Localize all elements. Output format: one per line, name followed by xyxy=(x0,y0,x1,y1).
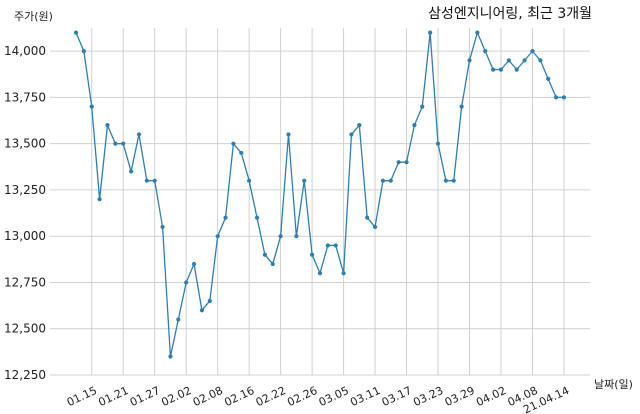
data-point xyxy=(254,215,260,220)
x-tick-label: 03.05 xyxy=(317,384,351,409)
data-point xyxy=(191,261,197,267)
data-point xyxy=(475,30,480,35)
data-point xyxy=(310,252,315,257)
data-point xyxy=(121,141,126,146)
data-point xyxy=(498,67,504,72)
data-point xyxy=(89,104,94,109)
x-tick-label: 03.29 xyxy=(443,384,477,409)
data-point xyxy=(451,178,456,183)
data-point xyxy=(467,58,472,63)
y-tick-label: 13,000 xyxy=(4,229,46,243)
data-point xyxy=(380,178,386,183)
data-point xyxy=(561,95,567,100)
data-point xyxy=(341,271,346,276)
data-point xyxy=(247,178,252,183)
data-point xyxy=(333,243,338,248)
x-tick-label: 02.26 xyxy=(285,384,319,409)
x-tick-labels: 01.1501.2101.2702.0202.0802.1602.2202.26… xyxy=(65,384,571,414)
data-point xyxy=(538,58,543,63)
data-point xyxy=(553,95,559,100)
data-point xyxy=(105,123,110,128)
data-point xyxy=(530,49,535,54)
data-point xyxy=(144,178,149,183)
data-point xyxy=(207,298,212,304)
data-point xyxy=(152,178,157,183)
x-tick-label: 01.21 xyxy=(96,384,130,409)
data-point xyxy=(388,178,393,183)
data-point xyxy=(215,234,220,239)
data-point xyxy=(372,224,378,230)
x-tick-label: 02.16 xyxy=(222,384,256,409)
y-tick-label: 13,250 xyxy=(4,183,46,197)
data-point xyxy=(420,104,425,109)
data-point xyxy=(396,160,401,165)
y-tick-label: 13,750 xyxy=(4,90,46,104)
y-tick-label: 12,250 xyxy=(4,368,46,382)
data-point xyxy=(514,67,519,72)
x-tick-label: 03.11 xyxy=(348,384,382,409)
grid-layer xyxy=(50,28,590,376)
x-tick-label: 02.02 xyxy=(159,384,193,409)
data-point xyxy=(357,123,362,128)
data-point xyxy=(73,30,79,35)
x-tick-label: 03.17 xyxy=(380,384,414,409)
data-point xyxy=(239,150,244,156)
data-point xyxy=(294,234,299,239)
y-tick-labels: 12,250 12,500 12,750 13,000 13,250 13,500 13,7… xyxy=(4,44,46,382)
data-point xyxy=(459,104,464,109)
y-tick-label: 12,750 xyxy=(4,275,46,289)
data-point xyxy=(270,261,275,267)
y-axis-label: 주가(원) xyxy=(14,10,53,23)
data-point xyxy=(136,132,142,137)
data-point xyxy=(317,271,323,276)
data-point xyxy=(404,160,409,165)
data-point xyxy=(491,67,496,72)
data-point xyxy=(176,317,181,322)
data-point xyxy=(325,243,330,248)
series-layer xyxy=(73,30,567,359)
data-point xyxy=(522,58,527,63)
data-point xyxy=(199,308,205,313)
chart-title: 삼성엔지니어링, 최근 3개월 xyxy=(428,6,592,22)
data-point xyxy=(443,178,448,183)
data-point xyxy=(412,123,417,128)
series-line xyxy=(75,31,564,358)
data-point xyxy=(286,132,291,137)
data-point xyxy=(278,234,283,239)
data-point xyxy=(113,141,118,146)
data-point xyxy=(160,224,165,230)
x-tick-label: 03.23 xyxy=(411,384,445,409)
data-point xyxy=(223,215,228,220)
data-point xyxy=(81,49,86,54)
data-point xyxy=(184,280,189,285)
y-tick-label: 12,500 xyxy=(4,322,46,336)
x-axis-label: 날짜(일) xyxy=(594,377,633,391)
data-point xyxy=(97,197,102,202)
y-tick-label: 14,000 xyxy=(4,44,46,58)
y-tick-label: 13,500 xyxy=(4,137,46,151)
data-point xyxy=(506,58,511,63)
x-tick-label: 02.22 xyxy=(254,384,288,409)
data-point xyxy=(231,141,236,146)
x-tick-label: 02.08 xyxy=(191,384,225,409)
x-tick-label: 04.02 xyxy=(474,384,508,409)
data-point xyxy=(349,132,354,137)
data-point xyxy=(546,76,551,81)
data-point xyxy=(365,215,370,220)
data-point xyxy=(168,354,173,359)
data-point xyxy=(128,169,134,174)
data-point xyxy=(302,178,307,183)
x-tick-label: 01.15 xyxy=(65,384,99,409)
data-point xyxy=(435,141,441,146)
data-point xyxy=(483,49,488,54)
data-point xyxy=(428,30,433,35)
x-tick-label: 01.27 xyxy=(128,384,162,409)
data-point xyxy=(262,252,267,257)
